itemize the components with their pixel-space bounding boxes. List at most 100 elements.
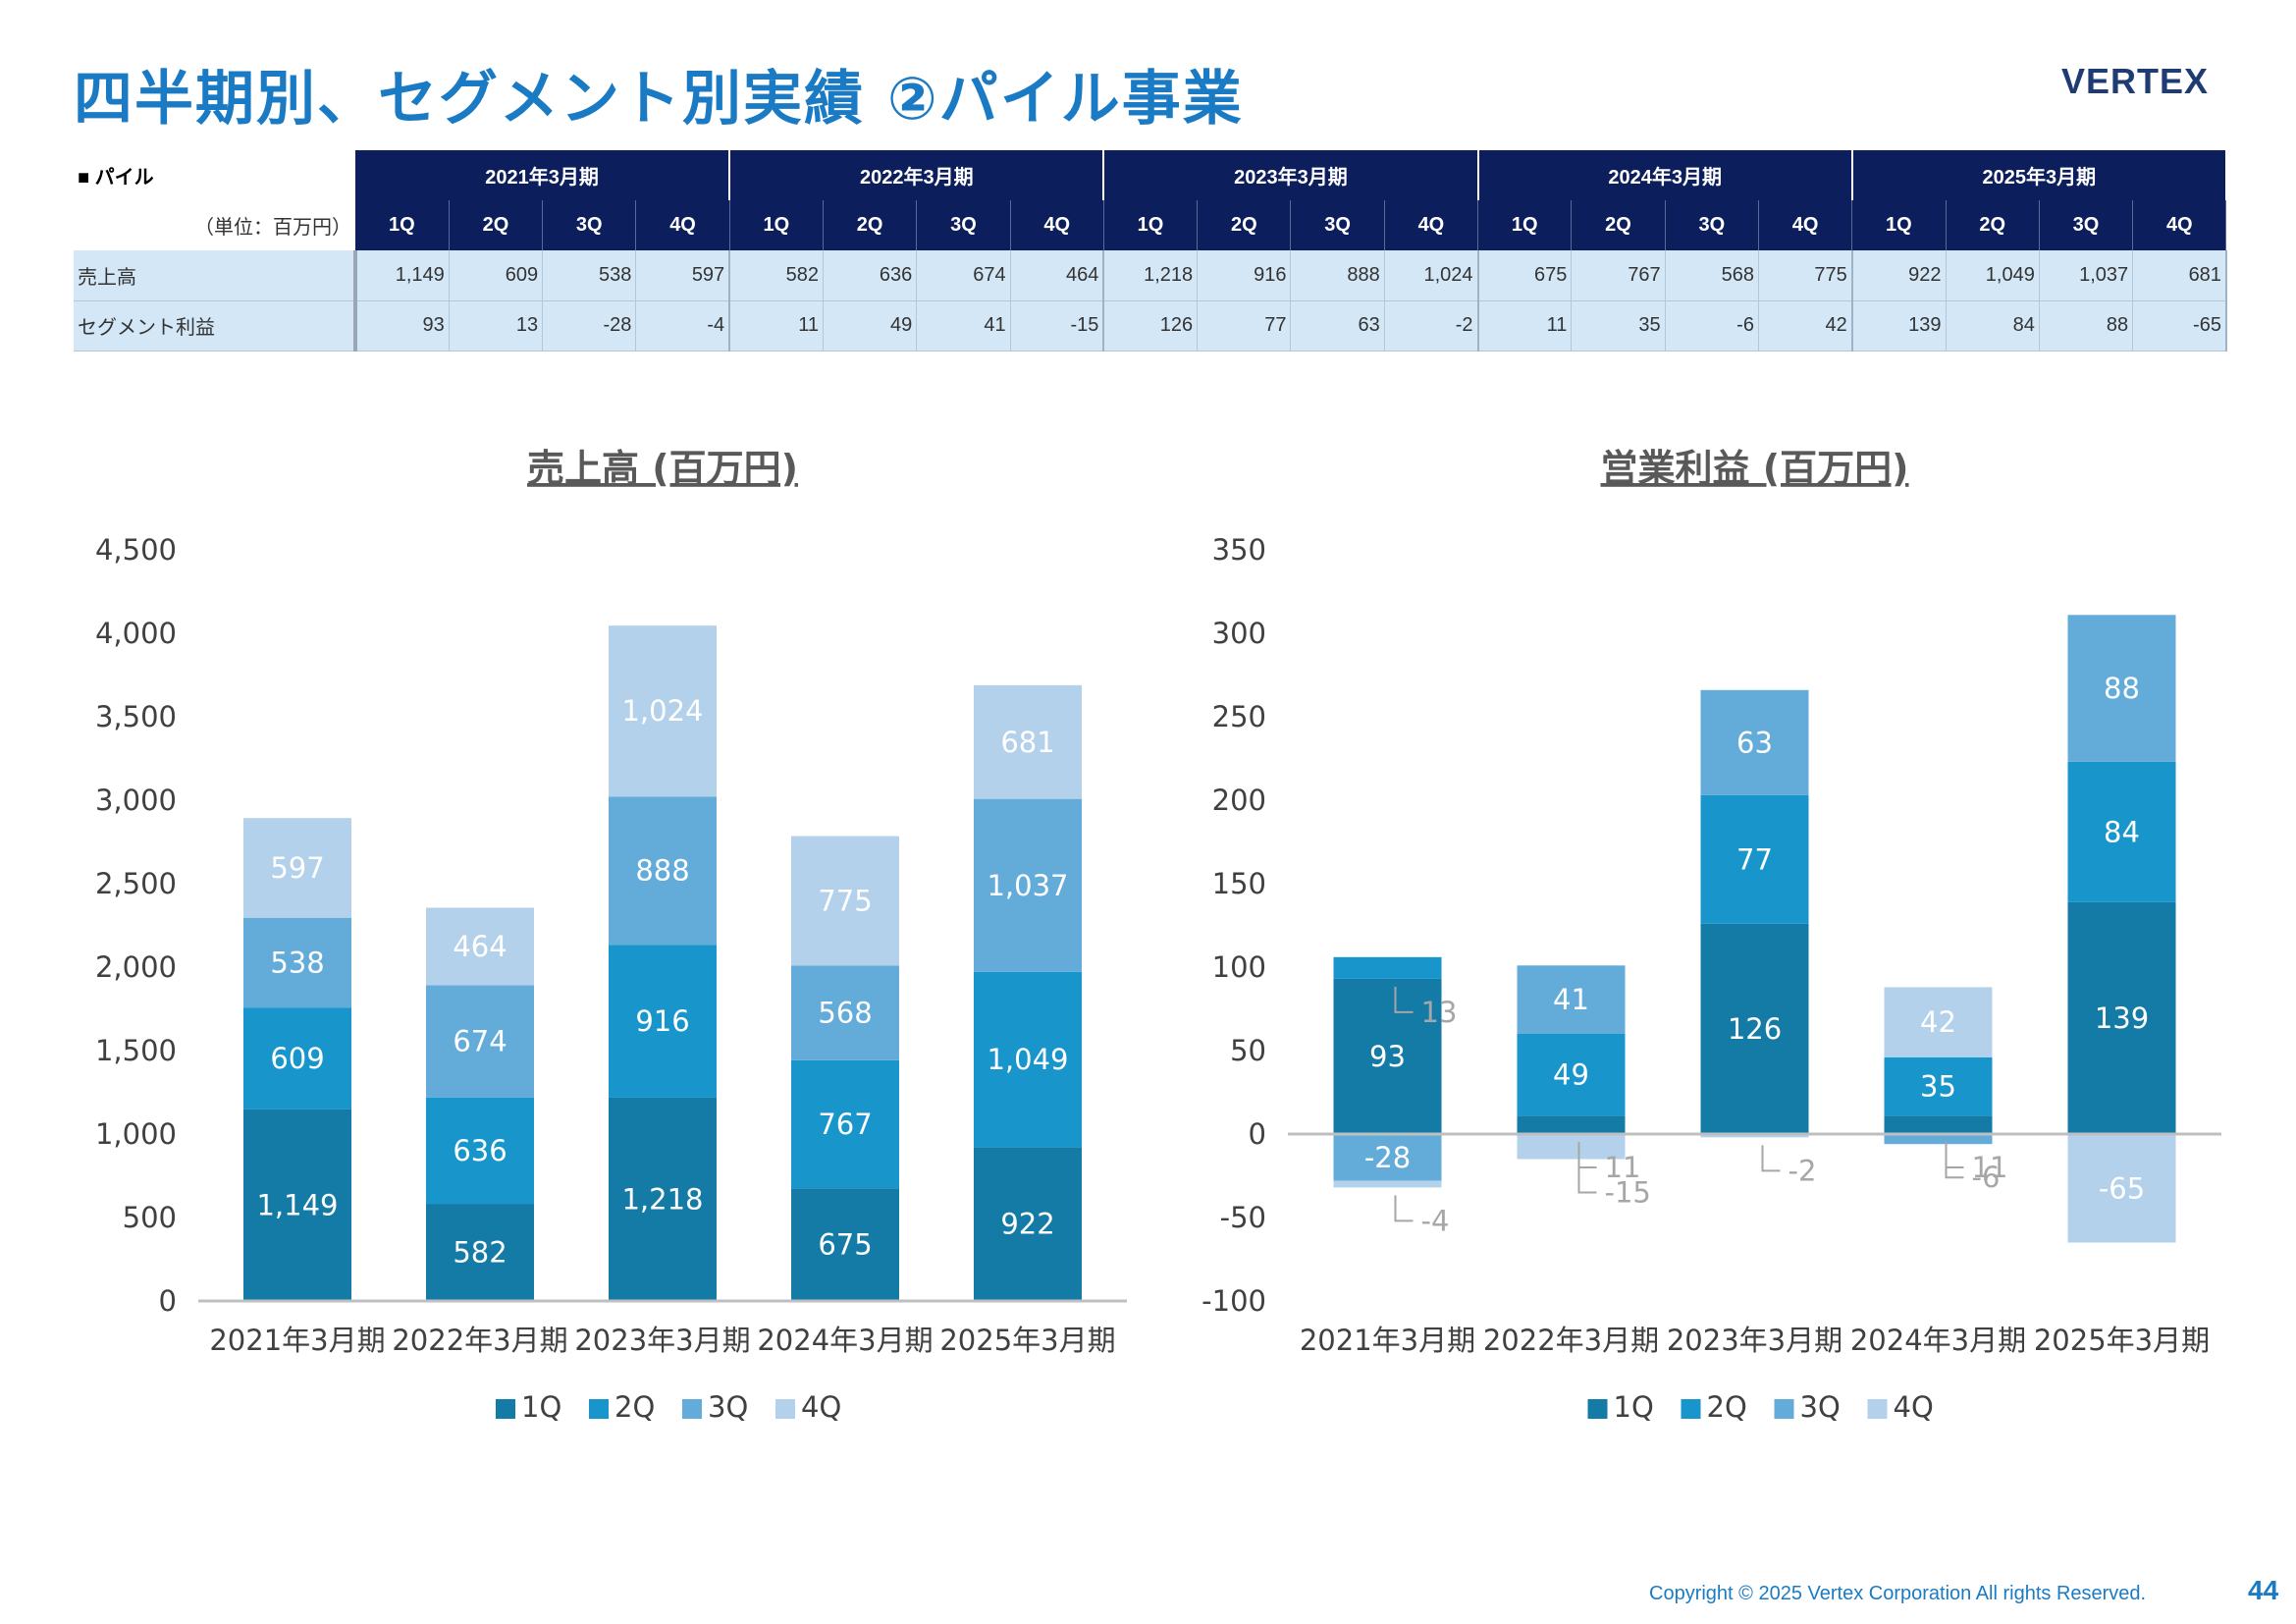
table-cell: 139 <box>1851 300 1947 352</box>
table-row: セグメント利益 93 13 -28 -4 11 49 41 -15 126 77 63 -2 11 35 -6… <box>74 300 2227 352</box>
legend-label: 1Q <box>521 1390 561 1424</box>
data-label: -4 <box>1421 1204 1450 1237</box>
year-header: 2021年3月期 <box>355 150 731 200</box>
table-cell: 767 <box>1571 250 1666 301</box>
data-label: -6 <box>1972 1161 2001 1194</box>
table-cell: 922 <box>1851 250 1947 301</box>
table-cell: 636 <box>823 250 918 301</box>
y-tick-label: 1,500 <box>95 1034 177 1067</box>
quarter-header: 2Q <box>1946 200 2040 250</box>
leader-line <box>1761 1145 1781 1172</box>
bar-segment <box>609 945 717 1098</box>
table-cell: -28 <box>542 300 637 352</box>
table-cell: 77 <box>1197 300 1292 352</box>
bar-segment <box>243 1007 351 1110</box>
data-label: 888 <box>635 854 689 888</box>
vertex-logo: VERTEX <box>2061 61 2209 102</box>
bar-segment <box>243 1109 351 1301</box>
leader-line <box>1945 1142 1964 1168</box>
y-tick-label: 4,500 <box>95 533 177 567</box>
bar-segment <box>426 1097 534 1205</box>
bar-segment <box>1517 1115 1626 1134</box>
table-cell: 1,037 <box>2039 250 2134 301</box>
bar-segment <box>426 985 534 1098</box>
legend-swatch <box>682 1399 702 1419</box>
data-label: 63 <box>1736 726 1773 759</box>
leader-line <box>1394 1195 1414 1222</box>
data-label: 568 <box>818 997 872 1030</box>
year-header: 2022年3月期 <box>729 150 1105 200</box>
quarter-header: 3Q <box>916 200 1011 250</box>
data-label: 636 <box>453 1134 507 1167</box>
table-cell: 609 <box>449 250 544 301</box>
chart-title: 売上高 (百万円) <box>527 447 798 490</box>
x-tick-label: 2024年3月期 <box>757 1324 933 1357</box>
quarter-header: 3Q <box>1665 200 1759 250</box>
x-tick-label: 2021年3月期 <box>209 1324 385 1357</box>
quarter-header: 1Q <box>1103 200 1199 250</box>
data-label: -65 <box>2099 1171 2145 1205</box>
table-cell: -2 <box>1384 300 1479 352</box>
bar-segment <box>2067 761 2176 902</box>
bar-segment <box>2067 1134 2176 1243</box>
legend-label: 1Q <box>1614 1390 1654 1424</box>
bar-segment <box>1884 1115 1993 1134</box>
legend-swatch <box>496 1399 515 1419</box>
table-cell: 88 <box>2039 300 2134 352</box>
legend-label: 2Q <box>1707 1390 1747 1424</box>
bar-segment <box>1517 965 1626 1034</box>
legend-swatch <box>775 1399 795 1419</box>
legend-label: 3Q <box>708 1390 748 1424</box>
table-cell: 35 <box>1571 300 1666 352</box>
x-tick-label: 2025年3月期 <box>939 1324 1115 1357</box>
data-label: 126 <box>1728 1012 1782 1046</box>
table-cell: 11 <box>1477 300 1573 352</box>
quarter-header: 4Q <box>1010 200 1104 250</box>
sales-chart: 売上高 (百万円) 0 500 1,000 1,500 2,000 2,500 3,000 3,… <box>95 447 1127 1424</box>
table-row: 売上高 1,149 609 538 597 582 636 674 464 1,218 916 888… <box>74 250 2227 301</box>
data-label: 35 <box>1920 1070 1956 1104</box>
row-label: 売上高 <box>74 250 357 301</box>
bar-segment <box>791 965 899 1060</box>
data-label: 1,218 <box>621 1182 703 1216</box>
legend-label: 4Q <box>801 1390 841 1424</box>
y-tick-label: -50 <box>1220 1201 1266 1234</box>
bar-segment <box>1333 978 1442 1134</box>
y-tick-label: -100 <box>1201 1284 1266 1318</box>
table-cell: 464 <box>1010 250 1105 301</box>
bars-group <box>243 625 1082 1301</box>
table-cell: 568 <box>1665 250 1759 301</box>
leader-line <box>1394 986 1414 1013</box>
bar-segment <box>974 798 1082 972</box>
table-cell: 1,218 <box>1103 250 1199 301</box>
data-label: 88 <box>2104 672 2140 705</box>
y-tick-label: 350 <box>1212 533 1266 567</box>
table-cell: -4 <box>635 300 731 352</box>
quarter-header: 1Q <box>729 200 824 250</box>
table-cell: 674 <box>916 250 1011 301</box>
y-tick-label: 200 <box>1212 784 1266 817</box>
table-cell: 13 <box>449 300 544 352</box>
y-tick-label: 100 <box>1212 950 1266 984</box>
x-tick-label: 2021年3月期 <box>1300 1324 1475 1357</box>
legend-swatch <box>1681 1399 1701 1419</box>
table-cell: 63 <box>1290 300 1385 352</box>
data-label: 11 <box>1605 1151 1641 1184</box>
legend-swatch <box>1587 1399 1608 1419</box>
table-cell: 1,149 <box>355 250 450 301</box>
x-tick-label: 2025年3月期 <box>2034 1324 2210 1357</box>
y-tick-label: 500 <box>123 1201 177 1234</box>
data-label: 582 <box>453 1236 507 1270</box>
quarter-header: 1Q <box>355 200 450 250</box>
table-cell: 49 <box>823 300 918 352</box>
y-tick-label: 3,500 <box>95 700 177 733</box>
page-title: 四半期別、セグメント別実績 ②パイル事業 <box>74 65 1244 134</box>
legend-swatch <box>1867 1399 1888 1419</box>
data-label: -28 <box>1364 1141 1411 1174</box>
legend-label: 3Q <box>1800 1390 1841 1424</box>
y-tick-label: 50 <box>1230 1034 1266 1067</box>
bar-segment <box>791 1188 899 1301</box>
bar-segment <box>2067 901 2176 1134</box>
bar-segment <box>791 836 899 966</box>
y-tick-label: 2,000 <box>95 950 177 984</box>
